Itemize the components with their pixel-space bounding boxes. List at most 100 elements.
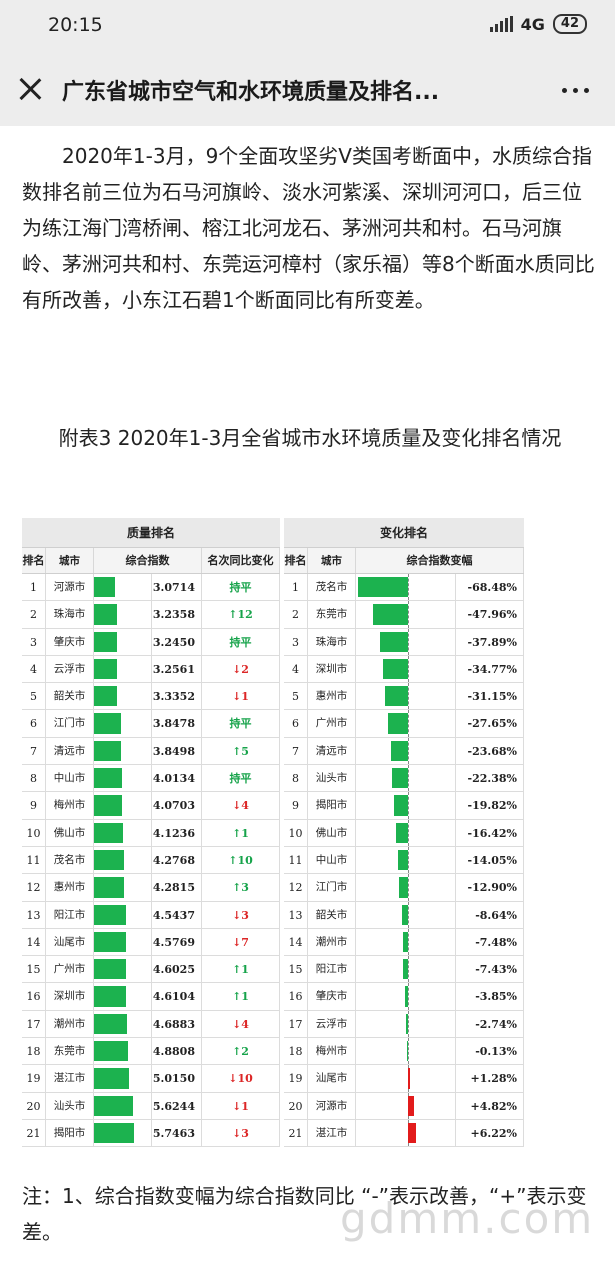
- rank-change: ↓3: [202, 1119, 280, 1147]
- city-cell: 河源市: [308, 1092, 356, 1119]
- index-value: 4.5769: [152, 928, 202, 956]
- rank-change: ↓1: [202, 1092, 280, 1119]
- change-bar: [392, 768, 408, 789]
- table-row: 2 东莞市 -47.96%: [284, 601, 524, 629]
- battery-icon: 42: [552, 14, 587, 34]
- bar-cell: [94, 1010, 152, 1038]
- rank-change: 持平: [202, 765, 280, 792]
- table-row: 4 云浮市 3.2561 ↓2: [22, 655, 280, 684]
- index-value: 4.6104: [152, 983, 202, 1010]
- rank-cell: 12: [22, 874, 46, 901]
- change-percent: -7.48%: [456, 928, 524, 956]
- rank-cell: 14: [22, 928, 46, 956]
- city-cell: 中山市: [46, 765, 94, 792]
- table-row: 5 惠州市 -31.15%: [284, 683, 524, 711]
- city-cell: 珠海市: [46, 601, 94, 628]
- rank-cell: 2: [284, 601, 308, 628]
- bar-cell: [94, 683, 152, 710]
- bar-cell: [356, 928, 456, 956]
- index-bar: [94, 1068, 129, 1089]
- change-percent: -16.42%: [456, 819, 524, 846]
- rank-cell: 4: [284, 655, 308, 683]
- bar-cell: [94, 901, 152, 928]
- change-percent: -68.48%: [456, 574, 524, 601]
- change-bar: [396, 822, 408, 843]
- table-row: 2 珠海市 3.2358 ↑12: [22, 601, 280, 629]
- more-icon[interactable]: [562, 88, 589, 93]
- bar-cell: [356, 983, 456, 1010]
- change-percent: +4.82%: [456, 1092, 524, 1119]
- city-cell: 阳江市: [308, 956, 356, 983]
- city-cell: 汕头市: [308, 765, 356, 792]
- rank-cell: 16: [284, 983, 308, 1010]
- rank-cell: 18: [284, 1038, 308, 1065]
- change-bar: [358, 577, 408, 598]
- bar-cell: [356, 819, 456, 846]
- city-cell: 梅州市: [46, 792, 94, 819]
- index-value: 4.2815: [152, 874, 202, 901]
- bar-cell: [94, 1092, 152, 1119]
- city-cell: 惠州市: [46, 874, 94, 901]
- city-cell: 东莞市: [46, 1038, 94, 1065]
- bar-cell: [94, 928, 152, 956]
- zero-line: [408, 683, 409, 710]
- change-bar: [408, 1095, 414, 1116]
- table-row: 16 深圳市 4.6104 ↑1: [22, 983, 280, 1011]
- rank-cell: 10: [284, 819, 308, 846]
- close-icon[interactable]: [18, 77, 42, 101]
- change-percent: -2.74%: [456, 1010, 524, 1038]
- city-cell: 湛江市: [308, 1119, 356, 1147]
- table-row: 12 江门市 -12.90%: [284, 874, 524, 902]
- index-value: 5.7463: [152, 1119, 202, 1147]
- change-percent: -3.85%: [456, 983, 524, 1010]
- bar-cell: [356, 874, 456, 901]
- table-row: 10 佛山市 4.1236 ↑1: [22, 819, 280, 847]
- city-cell: 韶关市: [46, 683, 94, 710]
- col-rank: 排名: [284, 548, 308, 573]
- bar-cell: [356, 737, 456, 765]
- rank-cell: 7: [22, 737, 46, 765]
- bar-cell: [94, 1065, 152, 1092]
- city-cell: 湛江市: [46, 1065, 94, 1092]
- table-row: 21 揭阳市 5.7463 ↓3: [22, 1119, 280, 1148]
- index-bar: [94, 768, 122, 789]
- change-bar: [399, 877, 408, 898]
- change-bar: [408, 1122, 416, 1144]
- city-cell: 汕尾市: [46, 928, 94, 956]
- index-value: 4.8808: [152, 1038, 202, 1065]
- rank-change: 持平: [202, 710, 280, 737]
- bar-cell: [356, 628, 456, 655]
- rank-change: ↓4: [202, 792, 280, 819]
- zero-line: [408, 792, 409, 819]
- change-percent: -0.13%: [456, 1038, 524, 1065]
- city-cell: 肇庆市: [308, 983, 356, 1010]
- index-value: 3.8498: [152, 737, 202, 765]
- city-cell: 云浮市: [46, 655, 94, 683]
- rank-change: ↓10: [202, 1065, 280, 1092]
- city-cell: 韶关市: [308, 901, 356, 928]
- table-row: 7 清远市 3.8498 ↑5: [22, 737, 280, 766]
- table-row: 3 肇庆市 3.2450 持平: [22, 628, 280, 656]
- rank-cell: 13: [284, 901, 308, 928]
- index-bar: [94, 604, 117, 625]
- rank-cell: 21: [284, 1119, 308, 1147]
- city-cell: 潮州市: [308, 928, 356, 956]
- index-value: 4.0703: [152, 792, 202, 819]
- bar-cell: [356, 846, 456, 874]
- table-row: 18 梅州市 -0.13%: [284, 1038, 524, 1066]
- city-cell: 广州市: [308, 710, 356, 737]
- index-bar: [94, 1122, 134, 1144]
- index-bar: [94, 904, 126, 925]
- city-cell: 江门市: [308, 874, 356, 901]
- quality-rows: 1 河源市 3.0714 持平 2 珠海市 3.2358 ↑12 3 肇庆市 3.2450 持平 4 云浮…: [22, 574, 280, 1148]
- table-row: 11 茂名市 4.2768 ↑10: [22, 846, 280, 875]
- change-percent: -8.64%: [456, 901, 524, 928]
- city-cell: 潮州市: [46, 1010, 94, 1038]
- table-row: 16 肇庆市 -3.85%: [284, 983, 524, 1011]
- status-icons: 4G 42: [489, 14, 587, 34]
- quality-ranking: 质量排名 排名 城市 综合指数 名次同比变化 1 河源市 3.0714 持平 2 珠海市 3…: [22, 518, 280, 1158]
- rank-change: ↑1: [202, 819, 280, 846]
- table-row: 1 茂名市 -68.48%: [284, 574, 524, 602]
- rank-change: ↓3: [202, 901, 280, 928]
- change-bar: [403, 959, 408, 980]
